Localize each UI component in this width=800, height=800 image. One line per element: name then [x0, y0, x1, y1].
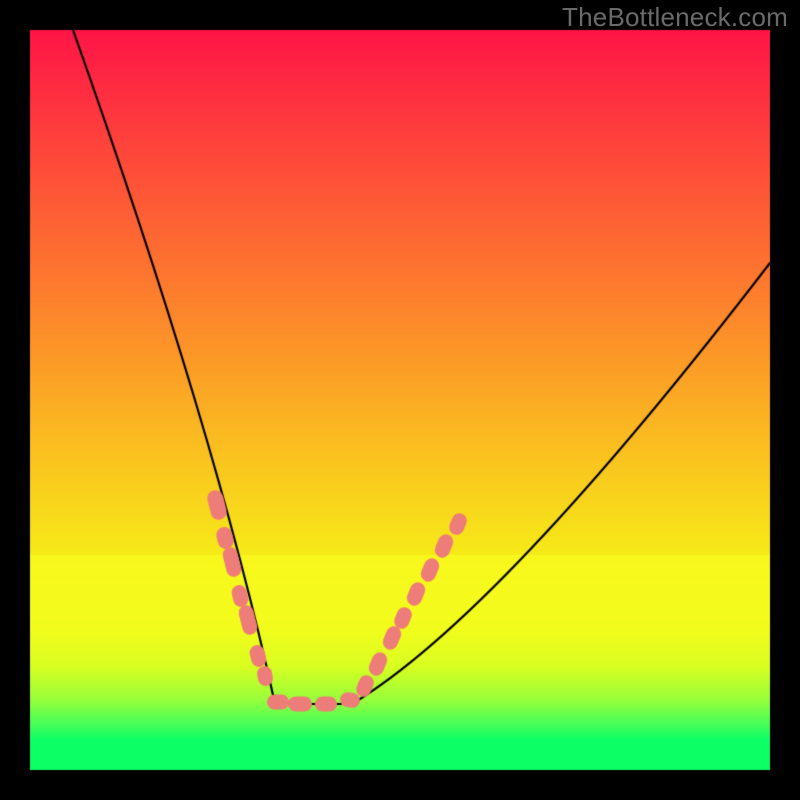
chart-stage: TheBottleneck.com — [0, 0, 800, 800]
curve-layer — [0, 0, 800, 800]
watermark-text: TheBottleneck.com — [562, 2, 788, 33]
